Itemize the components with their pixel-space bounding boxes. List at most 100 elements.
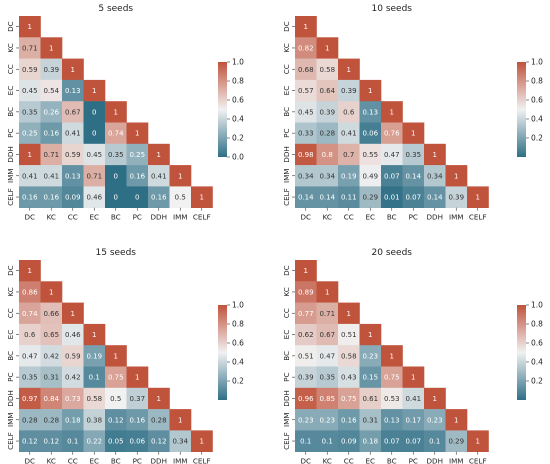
heatmap-cell [40,58,63,81]
cell-value-label: 0.39 [298,374,314,382]
cell-value-label: 0.28 [151,416,167,424]
heatmap-cell [105,186,127,208]
heatmap-cell [402,430,425,452]
cell-value-label: 0.71 [43,151,59,159]
heatmap-cell [40,345,63,367]
cell-value-label: 0.13 [65,87,81,95]
colorbar-tick-label: 1.0 [531,301,543,310]
heatmap-cell [295,143,317,166]
cell-value-label: 1 [454,172,458,180]
heatmap-cell [148,387,170,410]
y-tick-label: CC [282,64,291,74]
cell-value-label: 1 [325,44,329,52]
x-tick-label: EC [365,457,375,464]
colorbar [218,62,227,157]
x-tick-label: DC [24,213,35,222]
cell-value-label: 0.28 [319,130,335,138]
heatmap-cell [338,101,360,123]
cell-value-label: 0.41 [65,130,81,138]
y-tick-label: BC [6,351,15,361]
cell-value-label: 0.11 [341,194,357,202]
cell-value-label: 0.39 [341,87,357,95]
cell-value-label: 0.57 [298,87,314,95]
heatmap-cell [83,366,106,389]
heatmap-cell [338,165,360,187]
cell-value-label: 0.23 [319,416,335,424]
heatmap-cell [83,323,106,346]
heatmap-cell [105,430,127,452]
cell-value-label: 0.68 [298,66,314,74]
cell-value-label: 1 [92,87,96,95]
y-tick-label: PC [6,372,15,381]
cell-value-label: 0.5 [110,395,121,403]
cell-value-label: 0.67 [319,331,335,339]
heatmap-cell [316,281,339,303]
colorbar-tick-label: 1.0 [232,301,244,310]
y-tick-label: EC [6,330,15,340]
y-tick-label: BC [282,107,291,117]
heatmap-cell [402,366,425,389]
cell-value-label: 0.6 [343,108,355,116]
cell-value-label: 0.1 [300,438,311,446]
cell-value-label: 0.5 [175,194,186,202]
heatmap-cell [40,186,63,208]
heatmap-panel-1: 5 seeds 1 0.71 1 0.59 0.39 1 0.45 0.54 0.13 1 0.35 0… [6,4,244,222]
heatmap-cell [445,430,468,452]
cell-value-label: 0.16 [129,416,145,424]
colorbar-tick-label: 0.6 [232,339,244,348]
cell-value-label: 0.35 [108,151,124,159]
cell-value-label: 0.39 [319,108,335,116]
heatmap-cell [19,366,41,389]
heatmap-cell [316,101,339,123]
heatmap-cell [338,79,360,102]
chart-title: 20 seeds [372,248,413,258]
cell-value-label: 0.1 [67,438,78,446]
cell-value-label: 0.12 [151,438,167,446]
heatmap-cell [19,281,41,303]
cell-value-label: 0.12 [43,438,59,446]
y-tick-label: KC [6,43,15,52]
cell-value-label: 0.98 [298,151,314,159]
heatmap-cell [105,122,127,145]
cell-value-label: 0.39 [448,194,464,202]
heatmap-cell [359,165,382,187]
x-tick-label: CC [68,457,78,464]
x-tick-label: BC [387,213,397,222]
cell-value-label: 0.58 [86,395,102,403]
cell-value-label: 0.16 [43,194,59,202]
heatmap-cell [62,430,84,452]
cell-value-label: 0.35 [405,151,421,159]
cell-value-label: 0.54 [43,87,59,95]
cell-value-label: 0.1 [429,438,440,446]
heatmap-cell [40,143,63,166]
colorbar-tick-label: 0.0 [232,153,244,162]
heatmap-cell [467,186,489,208]
colorbar-tick-label: 0.4 [232,358,244,367]
heatmap-cell [445,409,468,431]
heatmap-cell [424,430,446,452]
heatmap-cell [40,37,63,59]
heatmap-cell [19,345,41,367]
y-tick-label: DDH [282,146,291,162]
cell-value-label: 0.41 [43,172,59,180]
heatmap-cell [83,430,106,452]
heatmap-cell [40,366,63,389]
x-tick-label: EC [365,213,375,222]
heatmap-cell [126,186,149,208]
heatmap-cell [445,165,468,187]
heatmap-cell [359,323,382,346]
heatmap-cell [62,186,84,208]
y-tick-label: IMM [282,412,291,427]
cell-value-label: 0.47 [384,151,400,159]
heatmap-cell [467,430,489,452]
heatmap-cell [381,186,403,208]
heatmap-cell [40,122,63,145]
heatmap-cell [62,122,84,145]
heatmap-cell [424,165,446,187]
heatmap-cell [316,302,339,325]
cell-value-label: 1 [368,331,372,339]
cell-value-label: 0.51 [298,352,314,360]
cell-value-label: 1 [114,352,118,360]
y-tick-label: KC [6,287,15,296]
cell-value-label: 1 [157,151,161,159]
